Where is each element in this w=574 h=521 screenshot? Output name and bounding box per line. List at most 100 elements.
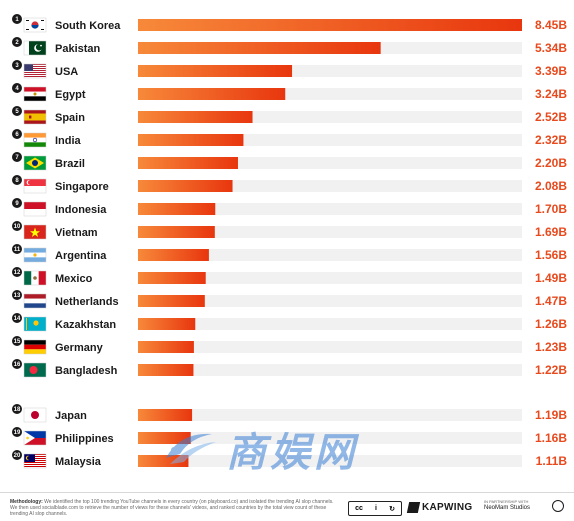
bar	[138, 111, 253, 123]
chart-row: 16 Bangladesh 1.22B	[12, 359, 567, 378]
country-label: Argentina	[55, 250, 107, 262]
bar	[138, 180, 233, 192]
rank-badge	[12, 83, 22, 93]
japan-flag-icon	[23, 407, 47, 423]
chart-row: 5 Spain 2.52B	[12, 106, 567, 125]
rank-badge	[12, 221, 22, 231]
country-label: Mexico	[55, 273, 93, 285]
rank-number: 8	[15, 178, 19, 184]
rank-badge	[12, 37, 22, 47]
india-flag-icon	[23, 132, 47, 148]
value-label: 1.47B	[535, 294, 567, 308]
chart-row: 1 South Korea 8.45B	[12, 14, 567, 33]
value-label: 1.19B	[535, 408, 567, 422]
bar-track	[138, 318, 522, 330]
bar	[138, 65, 293, 77]
egypt-flag-icon	[23, 86, 47, 102]
singapore-flag-icon	[23, 178, 47, 194]
rank-number: 20	[14, 453, 21, 459]
methodology-note: Methodology: We identified the top 100 t…	[10, 499, 340, 517]
country-label: Kazakhstan	[55, 319, 116, 331]
bar	[138, 409, 193, 421]
chart-row: 19 Philippines 1.16B	[12, 427, 567, 446]
chart-row: 9 Indonesia 1.70B	[12, 198, 567, 217]
bar	[138, 272, 206, 284]
bar-track	[138, 249, 522, 261]
bar	[138, 134, 244, 146]
rank-number: 5	[15, 109, 19, 115]
bar	[138, 364, 194, 376]
rank-badge	[12, 244, 22, 254]
bar-track	[138, 409, 522, 421]
spain-flag-icon	[23, 109, 47, 125]
usa-flag-icon	[23, 63, 47, 79]
value-label: 2.32B	[535, 133, 567, 147]
country-label: Pakistan	[55, 43, 101, 55]
rank-badge	[12, 313, 22, 323]
bar	[138, 203, 216, 215]
value-label: 1.56B	[535, 248, 567, 262]
bar	[138, 341, 194, 353]
bar-track	[138, 180, 522, 192]
value-label: 1.22B	[535, 363, 567, 377]
methodology-text: We identified the top 100 trending YouTu…	[10, 499, 334, 517]
rank-badge	[12, 106, 22, 116]
value-label: 3.24B	[535, 87, 567, 101]
value-label: 1.16B	[535, 431, 567, 445]
vietnam-flag-icon	[23, 224, 47, 240]
country-label: Bangladesh	[55, 365, 118, 377]
country-label: Malaysia	[55, 456, 102, 468]
chart-row: 2 Pakistan 5.34B	[12, 37, 567, 56]
brazil-flag-icon	[23, 155, 47, 171]
neomam-logo-icon	[552, 500, 564, 512]
value-label: 2.20B	[535, 156, 567, 170]
mexico-flag-icon	[23, 270, 47, 286]
country-label: Netherlands	[55, 296, 119, 308]
rank-number: 18	[14, 407, 21, 413]
chart-row: 14 Kazakhstan 1.26B	[12, 313, 567, 332]
chart-row: 12 Mexico 1.49B	[12, 267, 567, 286]
chart-row: 6 India 2.32B	[12, 129, 567, 148]
netherlands-flag-icon	[23, 293, 47, 309]
footer: Methodology: We identified the top 100 t…	[0, 492, 574, 521]
by-icon: i	[374, 505, 377, 512]
rank-badge	[12, 290, 22, 300]
rank-number: 1	[15, 17, 19, 23]
country-label: Spain	[55, 112, 85, 124]
rank-number: 7	[15, 155, 19, 161]
indonesia-flag-icon	[23, 201, 47, 217]
bar-track	[138, 455, 522, 467]
rank-badge	[12, 359, 22, 369]
value-label: 8.45B	[535, 18, 567, 32]
pakistan-flag-icon	[23, 40, 47, 56]
value-label: 3.39B	[535, 64, 567, 78]
country-label: USA	[55, 66, 78, 78]
rank-number: 14	[14, 316, 21, 322]
bar	[138, 432, 191, 444]
rank-number: 13	[14, 293, 21, 299]
rank-badge	[12, 267, 22, 277]
germany-flag-icon	[23, 339, 47, 355]
value-label: 1.69B	[535, 225, 567, 239]
kapwing-brand: KAPWING	[422, 502, 473, 513]
country-label: Egypt	[55, 89, 86, 101]
partner-label: IN PARTNERSHIP WITH	[484, 499, 529, 504]
value-label: 1.70B	[535, 202, 567, 216]
bar	[138, 88, 286, 100]
chart-row: 18 Japan 1.19B	[12, 404, 567, 423]
chart-row: 11 Argentina 1.56B	[12, 244, 567, 263]
rank-badge	[12, 336, 22, 346]
value-label: 1.11B	[536, 454, 568, 468]
bar-track	[138, 295, 522, 307]
bar-track	[138, 341, 522, 353]
rank-number: 10	[14, 224, 21, 230]
chart-row: 3 USA 3.39B	[12, 60, 567, 79]
kapwing-mark-icon	[406, 502, 421, 513]
rank-number: 4	[15, 86, 19, 92]
cc-icon: cc	[355, 505, 363, 512]
country-label: Philippines	[55, 433, 114, 445]
rank-badge	[12, 450, 22, 460]
bar-track	[138, 432, 522, 444]
bar	[138, 157, 238, 169]
partner-credit: IN PARTNERSHIP WITH NeoMam Studios	[484, 499, 530, 511]
